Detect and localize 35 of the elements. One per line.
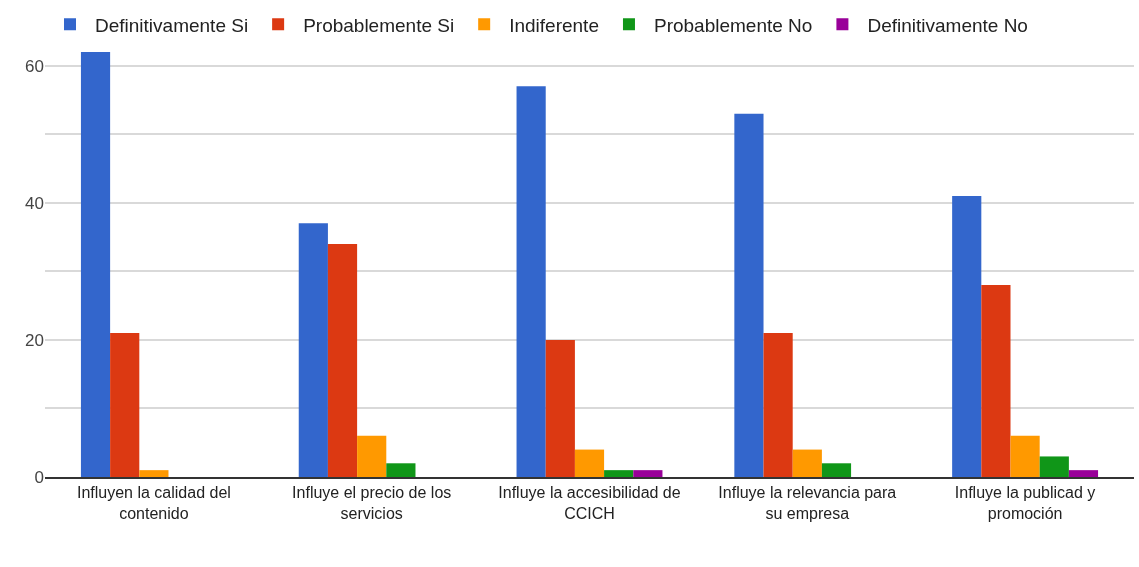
y-tick-label: 0 [34,467,44,487]
bar [574,449,605,477]
bar [516,86,546,477]
bar [981,285,1011,477]
legend-label: Probablemente Si [303,14,455,36]
bar [1039,456,1069,477]
y-tick-label: 20 [25,330,44,350]
bar [298,223,328,477]
bar [545,339,575,477]
bar [604,470,634,477]
bar [734,113,764,477]
y-tick-label: 60 [25,56,44,76]
bar [327,243,358,477]
bar [633,470,663,477]
x-tick-label: Influye la relevancia para su empresa [718,483,897,522]
x-tick-label: Influye la accesibilidad de CCICH [498,483,681,522]
legend-label: Definitivamente No [867,14,1028,36]
bar [821,463,852,477]
y-tick-label: 40 [25,193,44,213]
legend-label: Definitivamente Si [95,14,249,36]
legend-label: Probablemente No [653,14,813,36]
bar [792,449,822,477]
legend-label: Indiferente [509,14,599,36]
x-tick-label: Influyen la calidad del contenido [76,483,231,522]
bar [80,52,111,477]
x-tick-label: Influye la publicad y promoción [954,483,1096,522]
bar [952,195,982,477]
bar [110,333,140,477]
x-tick-label: Influye el precio de los servicios [292,483,452,522]
bar [139,470,169,477]
bar [357,435,387,477]
bar [1010,435,1040,477]
bar [386,463,416,477]
bar [763,333,793,477]
bar [1068,470,1099,477]
